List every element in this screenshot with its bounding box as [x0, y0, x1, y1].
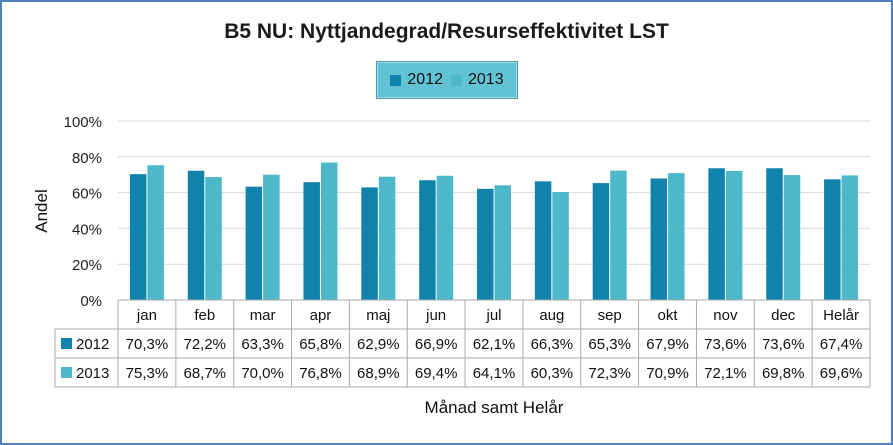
bar-2013	[205, 177, 222, 300]
bar-2012	[187, 170, 205, 300]
x-tick-label: dec	[771, 307, 796, 324]
table-value: 73,6%	[704, 336, 747, 353]
y-tick-label: 60%	[72, 186, 102, 203]
table-value: 69,8%	[762, 365, 805, 382]
legend-swatch-2012	[390, 74, 402, 86]
x-tick-label: okt	[658, 307, 679, 324]
y-tick-label: 40%	[72, 221, 102, 238]
bar-2013	[783, 175, 801, 300]
bar-2013	[552, 192, 569, 300]
table-legend-key-2012	[61, 338, 72, 349]
table-value: 73,6%	[762, 336, 805, 353]
x-tick-label: Helår	[823, 307, 859, 324]
table-value: 66,9%	[415, 336, 458, 353]
table-value: 69,6%	[820, 365, 863, 382]
bar-2013	[378, 176, 396, 300]
bar-2012	[708, 168, 725, 300]
table-value: 65,8%	[299, 336, 342, 353]
table-value: 72,2%	[183, 336, 226, 353]
x-tick-label: jan	[136, 307, 157, 324]
table-value: 70,3%	[126, 336, 169, 353]
x-tick-label: aug	[539, 307, 564, 324]
bar-2013	[436, 175, 454, 300]
table-value: 69,4%	[415, 365, 458, 382]
y-tick-label: 80%	[72, 150, 102, 167]
table-value: 67,4%	[820, 336, 863, 353]
bar-2012	[245, 186, 263, 300]
y-tick-label: 100%	[64, 114, 102, 131]
bar-2013	[610, 170, 627, 300]
bar-2013	[320, 162, 338, 300]
table-value: 65,3%	[588, 336, 631, 353]
table-value: 66,3%	[531, 336, 574, 353]
table-value: 75,3%	[126, 365, 169, 382]
x-tick-label: mar	[250, 307, 276, 324]
bar-2012	[361, 187, 378, 300]
bar-2013	[668, 173, 685, 300]
bar-2012	[766, 168, 783, 300]
y-tick-label: 20%	[72, 257, 102, 274]
table-value: 62,1%	[473, 336, 516, 353]
table-series-name: 2012	[76, 336, 109, 353]
bar-2013	[147, 165, 164, 300]
y-axis-label: Andel	[32, 189, 51, 232]
chart-title: B5 NU: Nyttjandegrad/Resurseffektivitet …	[224, 20, 669, 43]
x-tick-label: sep	[598, 307, 622, 324]
x-axis-label: Månad samt Helår	[425, 398, 564, 417]
bar-2012	[419, 180, 436, 300]
y-tick-label: 0%	[80, 293, 102, 310]
table-value: 67,9%	[646, 336, 689, 353]
bar-2012	[824, 179, 841, 300]
table-value: 76,8%	[299, 365, 342, 382]
legend-item-2013: 2013	[451, 71, 504, 89]
bar-2013	[725, 170, 743, 300]
x-tick-label: maj	[366, 307, 390, 324]
table-value: 68,7%	[183, 365, 226, 382]
bar-2013	[263, 174, 280, 300]
table-value: 72,3%	[588, 365, 631, 382]
table-value: 62,9%	[357, 336, 400, 353]
bar-2012	[650, 178, 668, 300]
x-tick-label: nov	[713, 307, 738, 324]
legend-label-2012: 2012	[407, 71, 443, 88]
bar-2012	[129, 174, 147, 300]
bar-2012	[534, 181, 552, 300]
legend-swatch-2013	[451, 74, 462, 86]
legend-label-2013: 2013	[468, 71, 504, 88]
x-tick-label: feb	[194, 307, 215, 324]
table-series-name: 2013	[76, 365, 109, 382]
x-tick-label: jun	[425, 307, 446, 324]
bar-2013	[494, 185, 511, 300]
bar-2013	[841, 175, 859, 300]
table-value: 68,9%	[357, 365, 400, 382]
table-value: 72,1%	[704, 365, 747, 382]
table-value: 63,3%	[241, 336, 284, 353]
table-value: 60,3%	[531, 365, 574, 382]
x-tick-label: jul	[485, 307, 501, 324]
bar-2012	[303, 182, 320, 300]
chart-legend: 2012 2013	[376, 61, 518, 99]
bar-2012	[477, 188, 494, 300]
table-value: 70,9%	[646, 365, 689, 382]
x-tick-label: apr	[310, 307, 332, 324]
table-value: 70,0%	[241, 365, 284, 382]
legend-item-2012: 2012	[390, 71, 443, 89]
bar-2012	[592, 183, 610, 300]
table-legend-key-2013	[61, 367, 72, 378]
table-value: 64,1%	[473, 365, 516, 382]
